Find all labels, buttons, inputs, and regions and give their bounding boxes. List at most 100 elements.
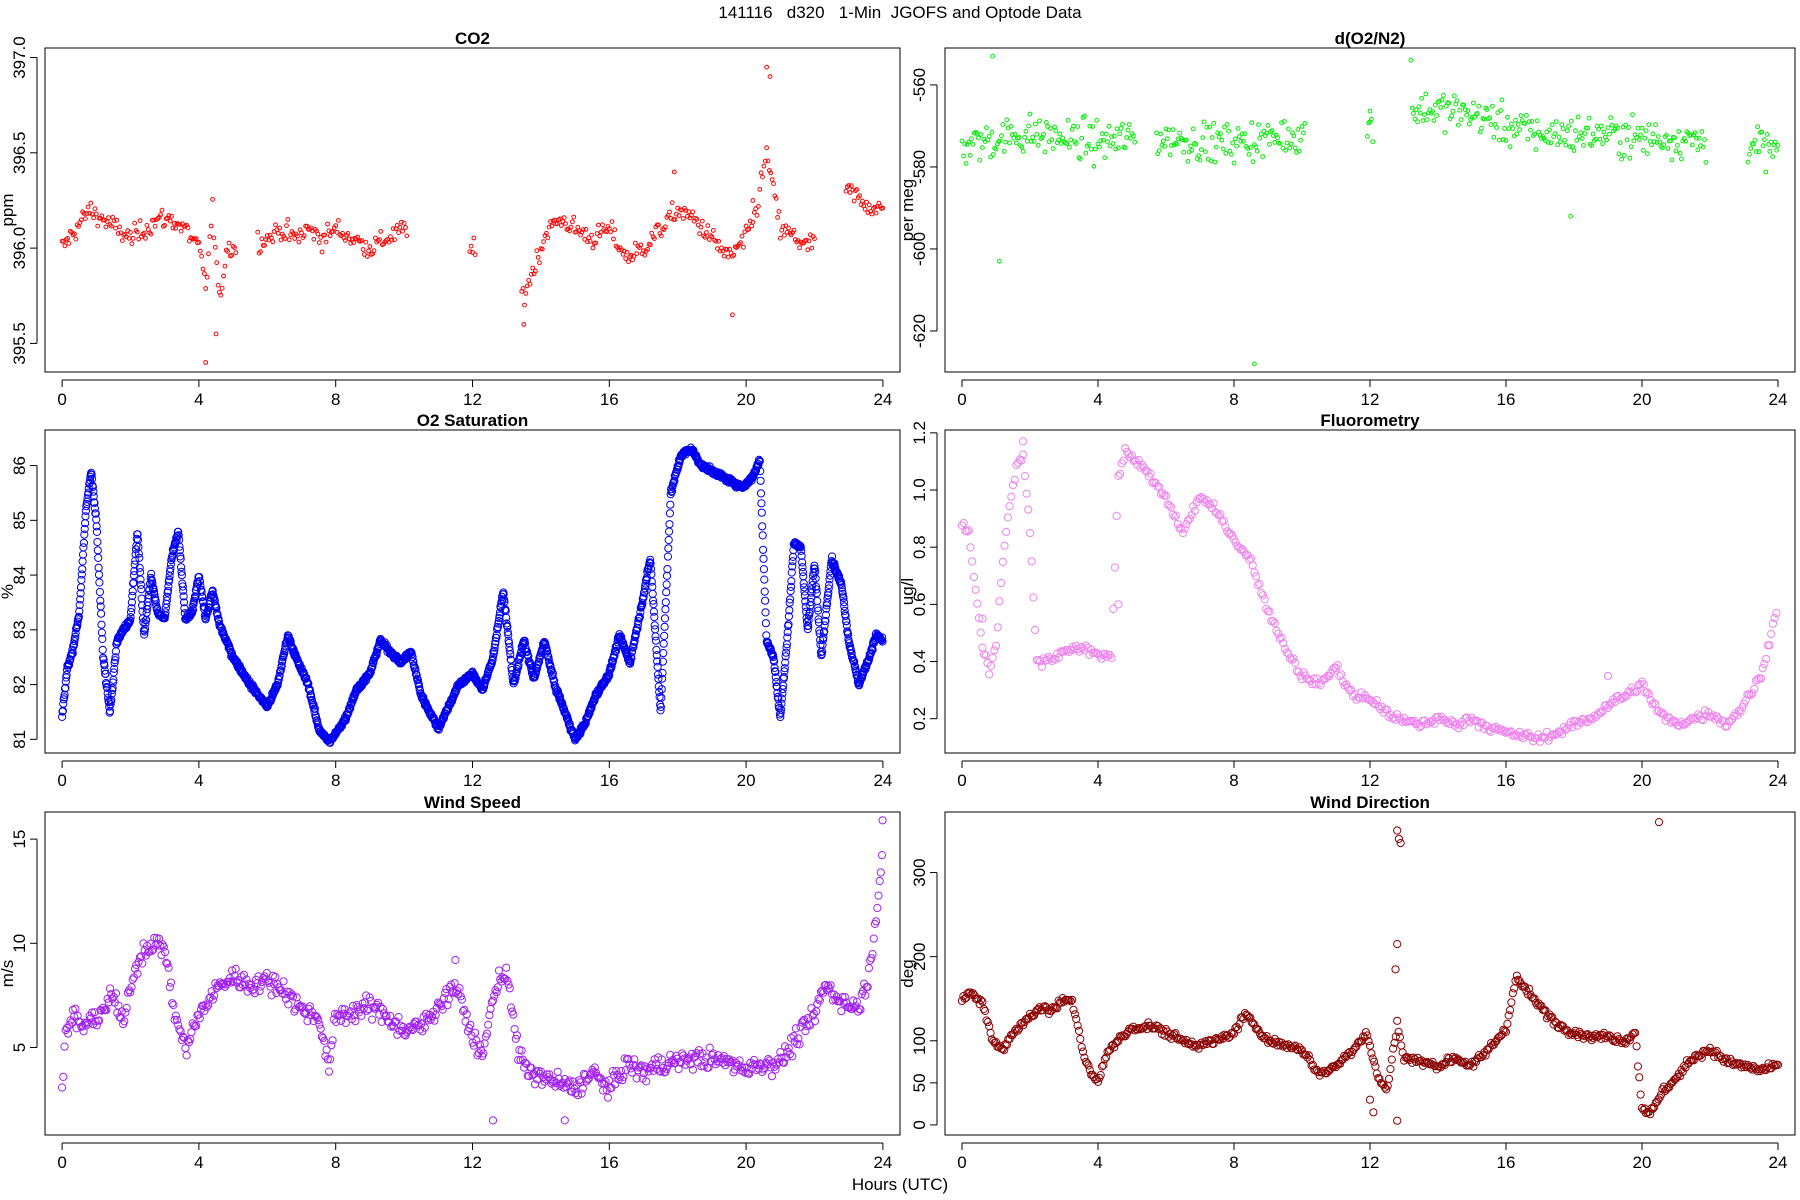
data-point — [305, 686, 315, 696]
data-point — [396, 230, 402, 236]
data-point — [666, 500, 675, 509]
data-point — [340, 230, 345, 236]
data-point — [1185, 514, 1194, 523]
data-point — [1010, 475, 1019, 484]
data-point — [378, 1004, 387, 1014]
data-point — [172, 1015, 182, 1024]
data-point — [602, 1085, 611, 1095]
data-point — [1417, 110, 1423, 116]
data-point — [1310, 1065, 1319, 1074]
y-axis-label: % — [0, 584, 17, 599]
data-point — [557, 216, 563, 222]
data-point — [78, 565, 87, 574]
data-point — [812, 236, 817, 242]
data-point — [213, 611, 222, 620]
data-point — [688, 1065, 698, 1074]
data-point — [197, 248, 203, 254]
data-point — [963, 527, 972, 536]
data-point — [505, 984, 514, 993]
data-point — [1107, 143, 1113, 149]
data-point — [1210, 1035, 1220, 1044]
data-point — [1547, 127, 1552, 133]
data-point — [1745, 159, 1751, 165]
data-point — [1008, 123, 1014, 129]
data-point — [1284, 649, 1293, 658]
data-point — [969, 136, 974, 142]
data-point — [237, 972, 246, 981]
data-point — [647, 242, 653, 248]
data-point — [315, 1020, 324, 1029]
data-point — [1104, 1047, 1114, 1056]
y-tick-label: 81 — [10, 730, 29, 749]
data-point — [1756, 149, 1762, 155]
data-point — [545, 235, 551, 241]
data-point — [1556, 134, 1562, 140]
data-point — [820, 627, 829, 636]
data-point — [862, 206, 868, 212]
data-point — [771, 667, 780, 677]
data-point — [512, 1031, 522, 1040]
data-point — [170, 225, 176, 231]
data-point — [140, 624, 150, 633]
data-point — [779, 1058, 789, 1067]
data-point — [1391, 1032, 1400, 1041]
data-point — [232, 245, 237, 251]
data-point — [1350, 1043, 1360, 1052]
data-point — [488, 1116, 498, 1125]
data-point — [1394, 834, 1404, 844]
data-point — [872, 917, 881, 926]
data-point — [1558, 139, 1563, 145]
data-point — [1291, 133, 1297, 139]
data-point — [166, 978, 176, 987]
data-point — [1665, 1083, 1674, 1092]
data-point — [1363, 1031, 1372, 1040]
data-point — [521, 322, 527, 327]
data-point — [492, 988, 501, 997]
y-tick-label: 0.8 — [910, 535, 929, 559]
data-point — [75, 600, 84, 610]
data-point — [399, 219, 404, 225]
data-point — [315, 231, 321, 237]
data-point — [156, 941, 165, 950]
data-point — [455, 983, 464, 993]
data-point — [781, 648, 791, 657]
data-point — [346, 704, 355, 713]
data-point — [605, 1076, 614, 1085]
data-point — [472, 252, 478, 258]
data-point — [1170, 127, 1176, 133]
y-tick-label: 0.6 — [910, 593, 929, 617]
data-point — [1000, 122, 1006, 127]
data-point — [103, 224, 109, 230]
data-point — [828, 558, 837, 567]
data-point — [1767, 149, 1773, 154]
data-point — [959, 518, 968, 528]
data-point — [1502, 125, 1507, 131]
data-point — [788, 562, 797, 571]
data-point — [211, 235, 217, 241]
data-point — [608, 657, 618, 666]
data-point — [1219, 137, 1225, 143]
data-point — [475, 1040, 484, 1049]
data-point — [102, 1005, 111, 1015]
data-point — [730, 312, 735, 318]
y-tick-label: 85 — [10, 511, 29, 530]
data-point — [960, 994, 969, 1003]
y-tick-label: 396.5 — [10, 132, 29, 175]
data-point — [71, 632, 80, 641]
data-point — [572, 734, 581, 743]
data-point — [1628, 144, 1634, 150]
data-point — [1458, 117, 1464, 123]
x-tick-label: 16 — [600, 771, 619, 790]
data-point — [1633, 1062, 1643, 1071]
data-point — [1110, 563, 1120, 572]
data-point — [1003, 513, 1013, 522]
data-point — [193, 236, 199, 242]
data-point — [1114, 1037, 1123, 1046]
data-point — [1041, 132, 1046, 137]
data-point — [1637, 677, 1647, 686]
data-point — [865, 210, 871, 215]
data-point — [1370, 1057, 1379, 1066]
data-point — [786, 582, 796, 592]
data-point — [310, 707, 319, 716]
data-point — [550, 1076, 559, 1085]
